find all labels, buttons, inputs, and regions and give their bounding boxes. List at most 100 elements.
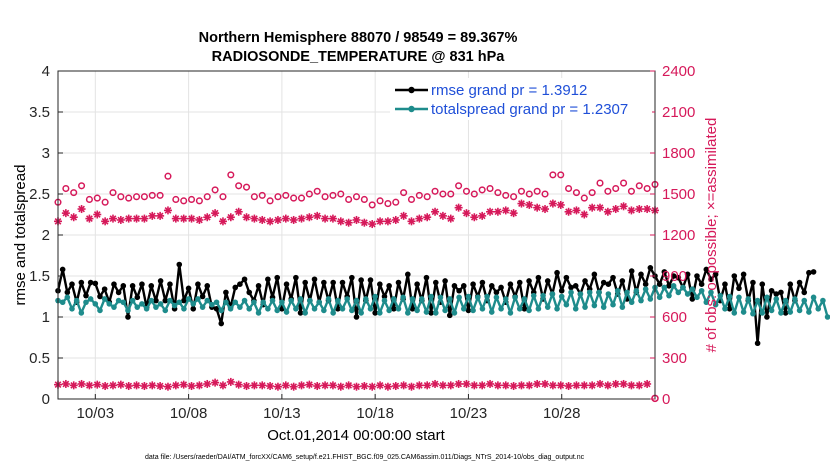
data-point: [64, 289, 71, 296]
data-point: [675, 274, 682, 281]
data-point: [423, 274, 430, 281]
data-point: [274, 307, 281, 314]
data-point: [558, 293, 565, 300]
y-axis-label-left: rmse and totalspread: [12, 165, 29, 306]
data-point: [293, 274, 299, 281]
data-point: [321, 307, 327, 314]
data-point: [279, 299, 285, 306]
data-point: [568, 289, 574, 296]
data-point: [172, 195, 180, 204]
data-point: [106, 301, 113, 307]
data-point: [764, 314, 770, 320]
data-point: [722, 306, 728, 312]
data-point: [204, 297, 211, 304]
data-point: [153, 297, 159, 304]
data-point: [526, 278, 532, 284]
data-point: [242, 183, 251, 191]
data-point: [754, 297, 761, 304]
data-point: [635, 381, 644, 390]
data-point: [759, 281, 766, 288]
data-point: [93, 380, 102, 389]
data-point: [493, 381, 502, 390]
data-point: [83, 299, 89, 306]
data-point: [344, 218, 353, 227]
data-point: [153, 304, 159, 310]
data-point: [78, 182, 86, 190]
data-point: [163, 206, 172, 215]
data-point: [391, 215, 400, 224]
data-point: [273, 382, 282, 391]
x-tick-label: 10/18: [356, 405, 394, 422]
data-point: [70, 189, 78, 197]
data-point: [698, 287, 705, 294]
x-tick-label: 10/03: [77, 405, 115, 422]
data-point: [486, 379, 495, 388]
data-point: [266, 382, 275, 391]
data-point: [544, 278, 551, 284]
data-point: [129, 297, 136, 304]
data-point: [381, 293, 388, 300]
data-point: [661, 284, 668, 291]
data-point: [580, 381, 589, 390]
data-point: [120, 283, 127, 289]
data-point: [321, 193, 329, 201]
data-point: [512, 294, 518, 301]
data-point: [549, 171, 557, 179]
data-point: [493, 207, 502, 216]
data-point: [336, 217, 345, 226]
data-point: [139, 301, 145, 307]
data-point: [395, 306, 402, 312]
legend-entry-1: totalspread grand pr = 1.2307: [395, 101, 628, 118]
data-point: [694, 273, 700, 279]
data-point: [92, 280, 99, 287]
data-point: [345, 195, 353, 204]
data-point: [133, 193, 141, 201]
data-point: [610, 301, 616, 308]
data-point: [329, 191, 337, 199]
data-point: [759, 310, 766, 316]
data-point: [313, 211, 322, 220]
data-point: [129, 283, 136, 289]
data-point: [352, 193, 361, 201]
data-point: [69, 306, 75, 312]
legend-entry-0: rmse grand pr = 1.3912: [395, 82, 587, 99]
data-point: [474, 294, 481, 301]
data-point: [689, 296, 696, 302]
data-point: [460, 283, 467, 289]
data-point: [218, 217, 227, 226]
data-point: [69, 213, 78, 222]
y-tick-label-right: 0: [662, 391, 670, 408]
data-point: [564, 207, 573, 216]
data-point: [549, 291, 556, 297]
data-point: [258, 215, 267, 224]
y-tick-label-right: 1500: [662, 186, 695, 203]
data-point: [274, 274, 281, 281]
data-point: [726, 306, 733, 312]
data-point: [409, 306, 416, 312]
data-point: [486, 207, 495, 216]
data-point: [619, 278, 626, 284]
data-point: [328, 381, 337, 390]
data-point: [556, 200, 565, 209]
data-point: [163, 382, 172, 391]
data-point: [377, 310, 383, 316]
data-point: [190, 306, 197, 312]
data-point: [87, 296, 94, 302]
data-point: [582, 304, 588, 310]
data-point: [289, 382, 298, 391]
data-point: [605, 281, 612, 288]
data-point: [820, 297, 826, 304]
y-tick-label-right: 1200: [662, 227, 695, 244]
data-point: [642, 281, 649, 288]
data-point: [635, 205, 644, 214]
data-point: [265, 276, 271, 283]
data-point: [554, 269, 560, 276]
y-tick-label-right: 600: [662, 309, 687, 326]
data-point: [93, 210, 102, 219]
data-point: [824, 314, 830, 320]
legend-swatch-marker: [408, 105, 415, 113]
data-point: [78, 310, 85, 316]
data-point: [479, 306, 486, 312]
data-point: [414, 307, 420, 314]
data-point: [470, 281, 476, 288]
